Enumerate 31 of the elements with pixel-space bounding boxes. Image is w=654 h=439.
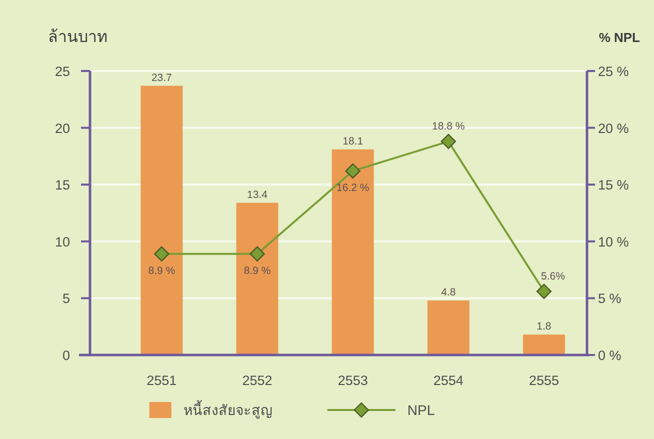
y-tick: 5 <box>62 291 70 306</box>
data-label: 13.4 <box>247 188 268 201</box>
ylabel: ล้านบาท <box>48 29 108 46</box>
x-tick: 2554 <box>433 373 464 388</box>
legend-label: หนี้สงสัยจะสูญ <box>183 400 272 419</box>
y-tick: 20 <box>54 120 70 136</box>
data-label: 18.1 <box>342 135 364 148</box>
data-label: 1.8 <box>536 320 552 333</box>
data-label: 16.2 % <box>336 182 370 194</box>
y2-tick: 5 % <box>598 291 622 306</box>
y-tick: 25 <box>54 64 70 79</box>
y2-tick: 15 % <box>598 178 629 193</box>
y2label: % NPL <box>598 30 640 45</box>
y2-tick: 25 % <box>598 64 629 79</box>
x-tick: 2551 <box>146 373 177 388</box>
y2-tick: 0 % <box>598 348 622 363</box>
data-label: 5.6% <box>541 270 565 282</box>
y-tick: 15 <box>54 178 70 193</box>
y2-tick: 10 % <box>598 234 629 250</box>
data-label: 8.9 % <box>244 264 271 277</box>
x-tick: 2553 <box>338 373 368 388</box>
data-label: 23.7 <box>151 72 172 84</box>
y2-tick: 20 % <box>598 120 629 136</box>
data-label: 4.8 <box>441 286 456 298</box>
legend-label: NPL <box>407 402 435 418</box>
y-tick: 10 <box>54 234 70 250</box>
y-tick: 0 <box>62 348 70 363</box>
data-label: 8.9 % <box>148 264 176 277</box>
data-label: 18.8 % <box>432 120 465 132</box>
x-tick: 2552 <box>242 373 272 388</box>
x-tick: 2555 <box>528 373 560 388</box>
